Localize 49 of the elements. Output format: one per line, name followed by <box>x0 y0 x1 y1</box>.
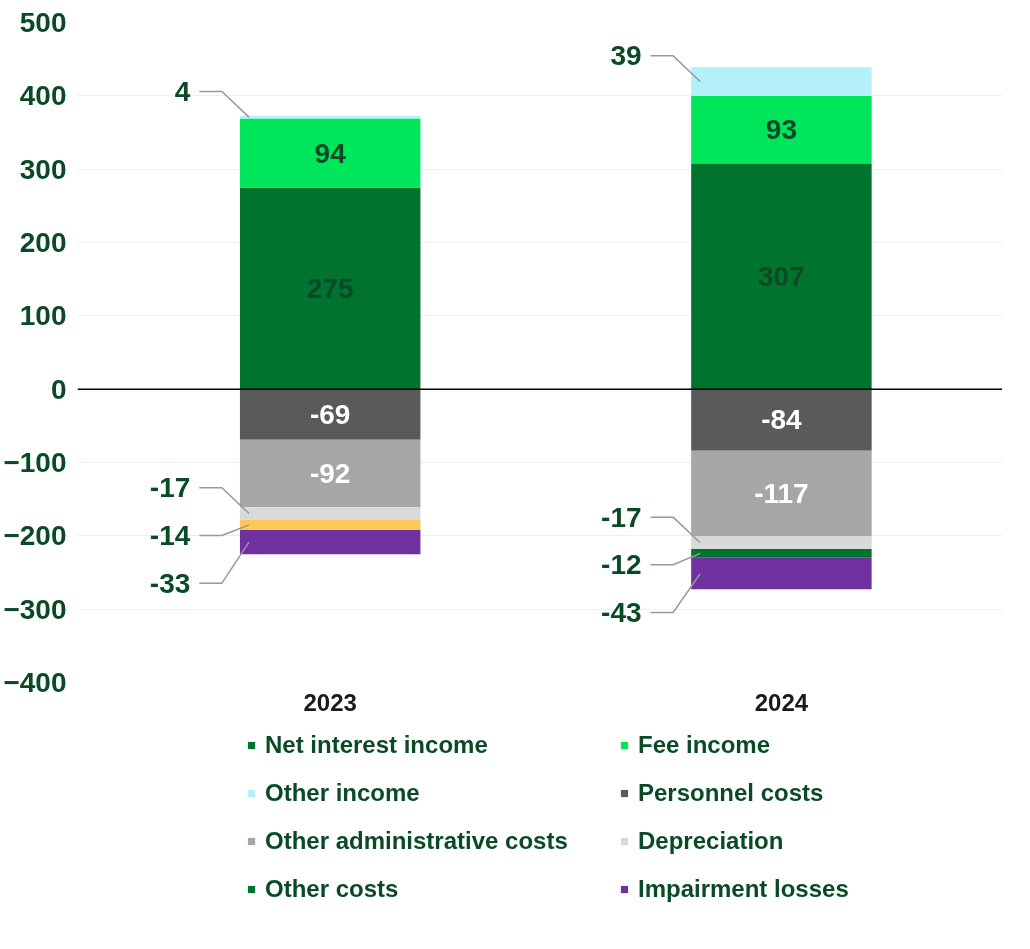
bar <box>691 536 872 550</box>
bar <box>239 529 421 555</box>
bar <box>691 67 872 96</box>
data-label: -69 <box>309 398 351 430</box>
legend-label: Other costs <box>265 875 400 903</box>
bar <box>239 118 421 188</box>
bar <box>691 389 872 451</box>
bar <box>239 439 421 508</box>
y-tick-label: 0 <box>50 373 67 405</box>
legend-label: Other income <box>265 779 421 807</box>
y-tick-label: 400 <box>19 80 67 112</box>
data-label: 94 <box>314 137 347 169</box>
data-label: -84 <box>761 404 803 436</box>
data-label: -92 <box>309 458 351 489</box>
data-label: 4 <box>174 75 191 107</box>
y-tick-label: −100 <box>3 447 67 478</box>
x-tick-label: 2024 <box>754 688 809 716</box>
data-label: 39 <box>610 40 642 72</box>
bar <box>239 187 421 390</box>
data-label: 93 <box>765 114 797 146</box>
bar <box>239 115 421 119</box>
y-tick-label: −400 <box>3 667 67 698</box>
legend-label: Personnel costs <box>638 779 825 807</box>
data-label: -17 <box>601 501 642 533</box>
legend-label: Fee income <box>638 731 772 759</box>
bar <box>239 389 421 440</box>
y-tick-label: 300 <box>19 153 67 185</box>
bar <box>691 95 872 165</box>
legend-label: Depreciation <box>638 827 785 855</box>
bar <box>691 450 872 537</box>
y-tick-label: −200 <box>3 520 67 552</box>
legend-label: Other administrative costs <box>265 827 569 855</box>
bar <box>239 519 421 530</box>
data-label: -14 <box>149 519 191 551</box>
y-tick-label: 500 <box>19 7 67 38</box>
bar <box>239 507 421 520</box>
data-label: -43 <box>601 596 642 628</box>
data-label: -12 <box>601 549 642 581</box>
legend-label: Net interest income <box>265 731 489 759</box>
legend-label: Impairment losses <box>638 875 850 903</box>
data-label: -33 <box>149 567 191 599</box>
y-tick-label: 100 <box>19 300 67 332</box>
y-tick-label: −300 <box>3 593 67 625</box>
x-tick-label: 2023 <box>303 688 357 716</box>
data-label: -17 <box>149 472 191 504</box>
bar <box>691 164 872 390</box>
y-tick-label: 200 <box>19 227 67 258</box>
data-label: -117 <box>754 478 809 510</box>
bar <box>691 557 872 590</box>
